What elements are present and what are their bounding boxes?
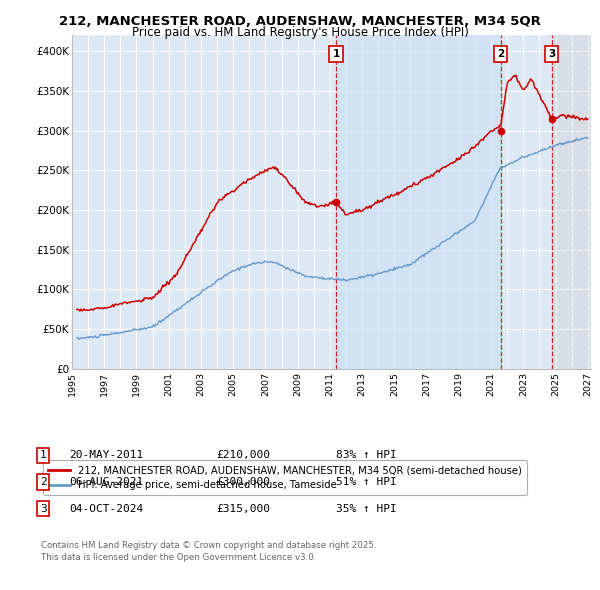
Text: 04-OCT-2024: 04-OCT-2024 xyxy=(69,504,143,513)
Bar xyxy=(551,35,591,369)
Text: 1: 1 xyxy=(40,451,47,460)
Text: Contains HM Land Registry data © Crown copyright and database right 2025.: Contains HM Land Registry data © Crown c… xyxy=(41,541,376,550)
Text: Price paid vs. HM Land Registry's House Price Index (HPI): Price paid vs. HM Land Registry's House … xyxy=(131,26,469,39)
Text: 3: 3 xyxy=(40,504,47,513)
Text: £315,000: £315,000 xyxy=(216,504,270,513)
Text: This data is licensed under the Open Government Licence v3.0.: This data is licensed under the Open Gov… xyxy=(41,553,316,562)
Text: 35% ↑ HPI: 35% ↑ HPI xyxy=(336,504,397,513)
Text: 2: 2 xyxy=(497,49,504,59)
Text: 51% ↑ HPI: 51% ↑ HPI xyxy=(336,477,397,487)
Text: 83% ↑ HPI: 83% ↑ HPI xyxy=(336,451,397,460)
Text: 06-AUG-2021: 06-AUG-2021 xyxy=(69,477,143,487)
Legend: 212, MANCHESTER ROAD, AUDENSHAW, MANCHESTER, M34 5QR (semi-detached house), HPI:: 212, MANCHESTER ROAD, AUDENSHAW, MANCHES… xyxy=(43,460,527,496)
Text: 2: 2 xyxy=(40,477,47,487)
Text: £300,000: £300,000 xyxy=(216,477,270,487)
Text: 20-MAY-2011: 20-MAY-2011 xyxy=(69,451,143,460)
Bar xyxy=(336,35,500,369)
Text: £210,000: £210,000 xyxy=(216,451,270,460)
Text: 3: 3 xyxy=(548,49,555,59)
Text: 212, MANCHESTER ROAD, AUDENSHAW, MANCHESTER, M34 5QR: 212, MANCHESTER ROAD, AUDENSHAW, MANCHES… xyxy=(59,15,541,28)
Text: 1: 1 xyxy=(332,49,340,59)
